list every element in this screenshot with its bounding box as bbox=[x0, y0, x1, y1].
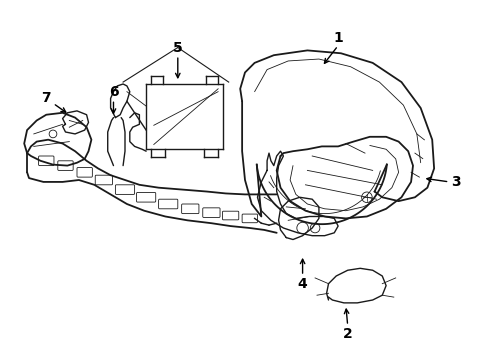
Text: 5: 5 bbox=[173, 41, 183, 54]
Text: 6: 6 bbox=[109, 85, 118, 99]
Text: 3: 3 bbox=[451, 175, 461, 189]
Text: 4: 4 bbox=[298, 277, 307, 291]
Text: 1: 1 bbox=[333, 31, 343, 45]
Text: 2: 2 bbox=[343, 327, 353, 341]
Text: 7: 7 bbox=[42, 91, 51, 105]
